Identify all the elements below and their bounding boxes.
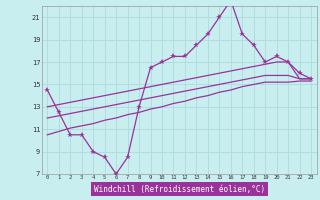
- X-axis label: Windchill (Refroidissement éolien,°C): Windchill (Refroidissement éolien,°C): [94, 185, 265, 194]
